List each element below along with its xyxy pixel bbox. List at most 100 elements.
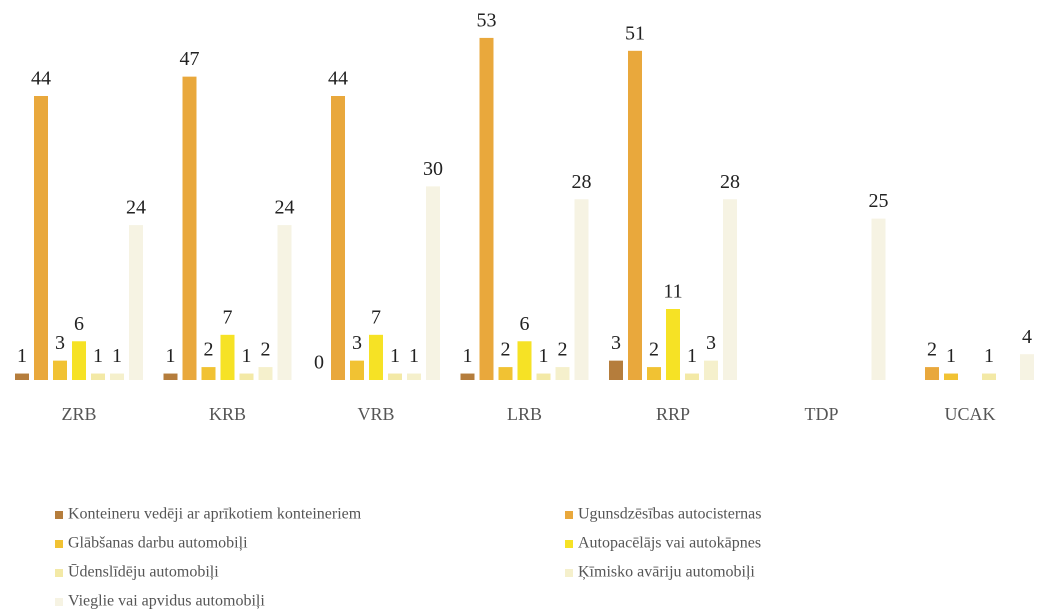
bar xyxy=(277,225,292,380)
bar xyxy=(129,225,143,380)
bar xyxy=(574,199,589,380)
bar xyxy=(723,199,737,380)
legend-label: Ugunsdzēsības autocisternas xyxy=(578,506,762,523)
bar xyxy=(53,360,67,380)
data-label: 1 xyxy=(539,345,549,367)
data-label: 1 xyxy=(112,345,122,367)
data-label: 24 xyxy=(126,197,146,219)
data-label: 2 xyxy=(261,339,271,361)
data-label: 11 xyxy=(663,281,682,303)
data-label: 44 xyxy=(328,68,348,90)
bar xyxy=(944,373,958,380)
bar xyxy=(685,373,699,380)
bar xyxy=(15,373,29,380)
data-label: 25 xyxy=(869,190,889,212)
data-label: 53 xyxy=(477,10,497,32)
bar xyxy=(110,373,124,380)
data-label: 28 xyxy=(720,171,740,193)
data-label: 44 xyxy=(31,68,51,90)
data-label: 6 xyxy=(74,313,84,335)
data-label: 1 xyxy=(17,345,27,367)
bar xyxy=(925,367,939,380)
data-label: 30 xyxy=(423,158,443,180)
legend-swatch xyxy=(55,511,63,519)
data-label: 1 xyxy=(984,345,994,367)
legend-swatch xyxy=(565,540,573,548)
bar xyxy=(407,373,421,380)
bar xyxy=(704,360,718,380)
bar xyxy=(479,37,494,381)
bar xyxy=(239,373,254,380)
data-label: 2 xyxy=(927,339,937,361)
bar xyxy=(331,96,345,380)
data-label: 1 xyxy=(687,345,697,367)
bar xyxy=(258,367,273,380)
bar xyxy=(350,360,364,380)
bar xyxy=(369,334,383,380)
x-tick-label: RRP xyxy=(656,404,690,424)
data-label: 47 xyxy=(180,48,200,70)
bar xyxy=(72,341,86,380)
data-label: 2 xyxy=(558,339,568,361)
bar xyxy=(163,373,178,380)
bar xyxy=(498,367,513,380)
x-tick-label: LRB xyxy=(507,404,542,424)
legend-swatch xyxy=(565,511,573,519)
bar xyxy=(388,373,402,380)
bar xyxy=(871,218,886,380)
data-label: 24 xyxy=(275,197,295,219)
bar xyxy=(34,96,48,380)
legend-swatch xyxy=(55,569,63,577)
bar xyxy=(1020,354,1034,380)
x-tick-label: KRB xyxy=(209,404,246,424)
bar xyxy=(220,334,235,380)
data-label: 1 xyxy=(390,345,400,367)
legend-swatch xyxy=(565,569,573,577)
data-label: 1 xyxy=(946,345,956,367)
data-label: 1 xyxy=(409,345,419,367)
bar xyxy=(426,186,440,380)
legend-label: Vieglie vai apvidus automobiļi xyxy=(68,593,265,610)
legend-label: Glābšanas darbu automobiļi xyxy=(68,535,248,552)
legend-label: Ķīmisko avāriju automobiļi xyxy=(578,564,755,581)
data-label: 2 xyxy=(649,339,659,361)
bar xyxy=(460,373,475,380)
data-label: 6 xyxy=(520,313,530,335)
data-label: 28 xyxy=(572,171,592,193)
legend-swatch xyxy=(55,540,63,548)
data-label: 2 xyxy=(501,339,511,361)
bar xyxy=(536,373,551,380)
data-label: 3 xyxy=(352,332,362,354)
bar xyxy=(91,373,105,380)
data-label: 3 xyxy=(706,332,716,354)
bar xyxy=(628,50,642,381)
legend-swatch xyxy=(55,598,63,606)
data-label: 1 xyxy=(93,345,103,367)
x-tick-label: ZRB xyxy=(61,404,96,424)
x-tick-label: TDP xyxy=(804,404,838,424)
legend-label: Autopacēlājs vai autokāpnes xyxy=(578,535,761,552)
data-label: 3 xyxy=(55,332,65,354)
data-label: 2 xyxy=(204,339,214,361)
bar xyxy=(182,76,197,381)
x-tick-label: UCAK xyxy=(944,404,995,424)
data-label: 4 xyxy=(1022,326,1032,348)
data-label: 7 xyxy=(371,306,381,328)
bar xyxy=(609,360,623,380)
bar xyxy=(982,373,996,380)
bar xyxy=(517,341,532,380)
data-label: 0 xyxy=(314,352,324,374)
data-label: 1 xyxy=(242,345,252,367)
data-label: 3 xyxy=(611,332,621,354)
data-label: 7 xyxy=(223,306,233,328)
bar xyxy=(647,367,661,380)
data-label: 1 xyxy=(166,345,176,367)
bar xyxy=(666,309,680,380)
bar xyxy=(555,367,570,380)
x-tick-label: VRB xyxy=(357,404,394,424)
legend-label: Konteineru vedēji ar aprīkotiem konteine… xyxy=(68,506,362,523)
data-label: 1 xyxy=(463,345,473,367)
bar xyxy=(201,367,216,380)
data-label: 51 xyxy=(625,22,645,44)
